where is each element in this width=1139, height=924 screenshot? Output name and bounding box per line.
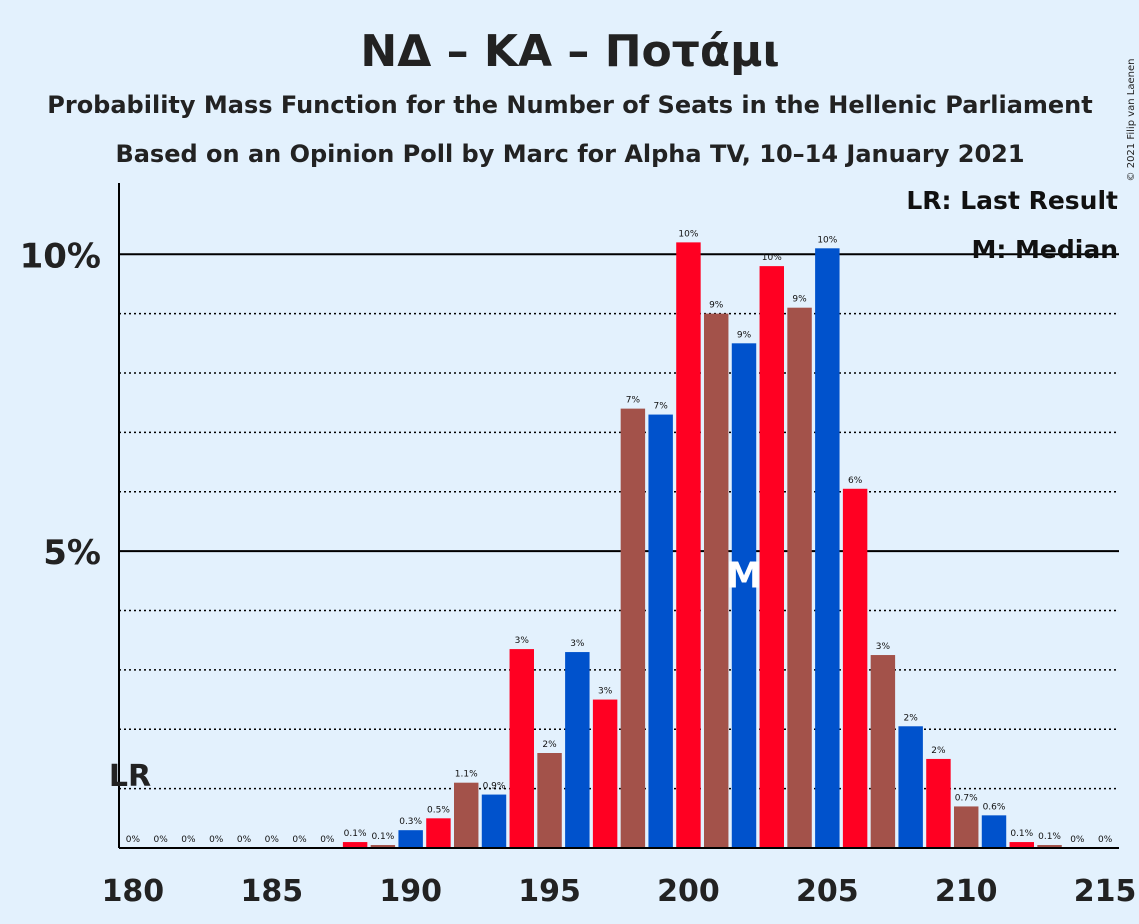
bar-seat-200 [676,242,701,848]
bar-label-seat-215: 0% [1098,835,1113,845]
last-result-marker: LR [109,759,151,794]
bar-label-seat-204: 9% [792,295,807,305]
x-tick-label-205: 205 [796,874,859,909]
legend-median: M: Median [971,235,1118,264]
bar-seat-206 [842,488,868,848]
bar-label-seat-212: 0.1% [1010,829,1033,839]
bar-label-seat-192: 1.1% [455,770,478,780]
x-tick-label-200: 200 [657,874,720,909]
bar-label-seat-189: 0.1% [371,832,394,842]
bar-label-seat-202: 9% [737,330,752,340]
bar-label-seat-183: 0% [209,835,224,845]
bar-seat-213 [1037,845,1062,848]
bar-seat-211 [981,815,1007,848]
bar-seat-204 [787,307,812,848]
bar-label-seat-190: 0.3% [399,817,422,827]
bar-label-seat-205: 10% [817,235,837,245]
bar-label-seat-196: 3% [570,639,585,649]
bar-seat-197 [592,699,618,848]
bar-seat-201 [704,313,729,848]
bar-label-seat-181: 0% [154,835,169,845]
x-tick-label-210: 210 [935,874,998,909]
bar-label-seat-207: 3% [876,642,891,652]
bar-seat-205 [815,248,840,848]
bar-seat-210 [954,806,979,848]
bar-labels: 0% 0% 0% 0% 0% 0% 0% 0% 0.1% 0.1% 0.3% 0.5% 1.1% 0.9%… [126,229,1113,845]
chart-title: ΝΔ – ΚΑ – Ποτάμι [360,26,779,77]
bar-seat-189 [370,845,396,848]
bar-seat-199 [648,414,673,848]
bar-seat-193 [481,794,507,848]
x-tick-label-195: 195 [518,874,581,909]
bar-label-seat-184: 0% [237,835,252,845]
bar-label-seat-210: 0.7% [955,793,978,803]
bar-label-seat-180: 0% [126,835,141,845]
bar-seat-191 [426,818,451,848]
bar-label-seat-186: 0% [292,835,307,845]
bar-label-seat-214: 0% [1070,835,1085,845]
y-tick-label-5: 5% [43,533,101,573]
bar-label-seat-206: 6% [848,476,863,486]
bar-seat-198 [620,408,646,848]
bar-label-seat-201: 9% [709,301,724,311]
x-tick-label-185: 185 [240,874,303,909]
bar-label-seat-209: 2% [931,746,946,756]
chart-subtitle-poll: Based on an Opinion Poll by Marc for Alp… [115,140,1024,168]
bar-label-seat-195: 2% [542,740,557,750]
bar-label-seat-208: 2% [904,713,919,723]
copyright-note: © 2021 Filip van Laenen [1126,59,1137,182]
bar-seat-192 [454,782,479,848]
bar-label-seat-191: 0.5% [427,805,450,815]
annotations: LR M [109,556,762,794]
bar-label-seat-185: 0% [265,835,280,845]
x-tick-label-180: 180 [102,874,165,909]
bar-seat-195 [537,753,562,848]
x-tick-label-215: 215 [1074,874,1137,909]
bar-label-seat-199: 7% [654,402,669,412]
bar-label-seat-193: 0.9% [483,782,506,792]
bars [342,242,1062,848]
bar-seat-208 [898,726,923,848]
bar-seat-194 [509,649,534,848]
bar-label-seat-194: 3% [515,636,530,646]
chart-subtitle: Probability Mass Function for the Number… [47,91,1092,119]
bar-label-seat-203: 10% [762,253,782,263]
median-marker: M [726,556,762,597]
bar-label-seat-197: 3% [598,687,613,697]
y-tick-label-10: 10% [20,236,101,276]
bar-label-seat-211: 0.6% [983,802,1006,812]
legend-last-result: LR: Last Result [906,186,1118,215]
bar-label-seat-187: 0% [320,835,335,845]
bar-seat-207 [870,655,896,848]
bar-label-seat-188: 0.1% [344,829,367,839]
bar-label-seat-213: 0.1% [1038,832,1061,842]
bar-label-seat-200: 10% [678,229,698,239]
grid-lines [119,253,1119,790]
bar-seat-196 [565,652,590,848]
bar-seat-202 [731,343,757,848]
bar-seat-188 [342,842,368,848]
bar-seat-190 [398,830,423,848]
bar-seat-212 [1009,842,1034,848]
bar-label-seat-198: 7% [626,396,641,406]
bar-seat-209 [926,758,951,848]
axes: 180 185 190 195 200 205 210 215 5% 10% [20,183,1137,909]
x-tick-label-190: 190 [379,874,442,909]
bar-label-seat-182: 0% [181,835,196,845]
bar-seat-203 [759,266,784,848]
